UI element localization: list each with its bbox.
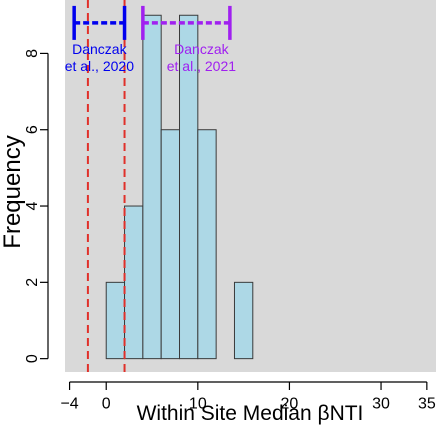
- x-tick-label: 0: [102, 395, 111, 412]
- x-axis-label: Within Site Median βNTI: [137, 402, 364, 425]
- histogram-bar: [233, 281, 254, 360]
- y-tick-label: 2: [24, 278, 41, 287]
- x-ticks-layer: −4 0 10 20 30 35: [60, 382, 436, 412]
- range-label: Danczak: [72, 41, 127, 57]
- reference-lines-layer: [86, 0, 126, 372]
- y-axis-label: Frequency: [0, 135, 26, 248]
- y-tick-label: 6: [24, 125, 41, 134]
- x-tick-label: 30: [372, 395, 390, 412]
- histogram-bar: [105, 281, 126, 360]
- histogram-bar: [124, 205, 144, 360]
- histogram-bar: [197, 129, 217, 360]
- y-ticks-layer: 0 2 4 6 8: [24, 49, 48, 363]
- x-tick-label: 10: [189, 395, 207, 412]
- histogram-bar: [160, 129, 181, 360]
- range-label: Danczak: [174, 41, 229, 57]
- range-label: et al., 2020: [65, 58, 134, 74]
- y-tick-label: 8: [24, 49, 41, 58]
- y-tick-label: 4: [24, 201, 41, 210]
- x-tick-label: −4: [60, 395, 78, 412]
- bars-layer: [105, 14, 254, 360]
- x-tick-label: 20: [281, 395, 299, 412]
- x-tick-label: 35: [418, 395, 436, 412]
- y-tick-label: 0: [24, 354, 41, 363]
- range-label: et al., 2021: [167, 58, 236, 74]
- histogram-bar: [142, 14, 162, 360]
